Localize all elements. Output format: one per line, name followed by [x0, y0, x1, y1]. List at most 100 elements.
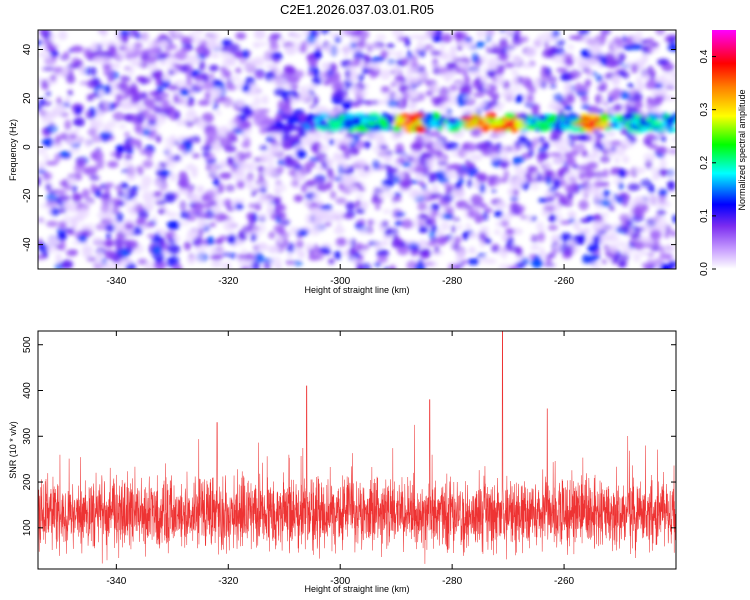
heatmap-cell	[112, 63, 121, 69]
heatmap-cell	[235, 161, 249, 169]
heatmap-cell	[198, 60, 206, 71]
heatmap-cell	[437, 161, 449, 166]
heatmap-cell	[311, 195, 319, 201]
heatmap-cell	[38, 169, 47, 174]
heatmap-cell	[650, 70, 657, 78]
heatmap-cell	[197, 100, 211, 106]
heatmap-cell	[500, 219, 510, 228]
heatmap-cell	[188, 108, 195, 117]
heatmap-cell	[211, 52, 219, 59]
heatmap-cell	[273, 224, 285, 233]
heatmap-cell	[538, 147, 548, 154]
heatmap-cell	[123, 218, 135, 226]
heatmap-cell	[605, 57, 619, 69]
heatmap-cell	[470, 194, 484, 206]
heatmap-cell	[595, 134, 602, 145]
heatmap-cell	[225, 130, 234, 140]
heatmap-cell	[540, 168, 547, 179]
heatmap-cell	[537, 232, 545, 243]
heatmap-cell	[231, 126, 237, 134]
heatmap-cell	[209, 163, 219, 174]
heatmap-cell	[159, 237, 166, 247]
heatmap-cell	[299, 44, 307, 54]
heatmap-cell	[643, 152, 656, 163]
heatmap-cell	[445, 141, 459, 150]
heatmap-cell	[382, 209, 391, 214]
heatmap-cell	[407, 242, 420, 251]
heatmap-cell	[364, 100, 373, 106]
heatmap-cell	[430, 192, 442, 200]
heatmap-cell	[672, 214, 676, 224]
heatmap-cell	[100, 203, 111, 214]
heatmap-cell	[618, 168, 626, 179]
heatmap-cell	[387, 99, 399, 108]
heatmap-cell	[615, 146, 626, 157]
heatmap-cell	[129, 86, 139, 97]
heatmap-cell	[456, 45, 463, 51]
snr-x-tick-label: -300	[330, 576, 350, 587]
heatmap-cell	[469, 232, 477, 239]
heatmap-cell	[254, 200, 264, 205]
heatmap-cell	[665, 243, 676, 251]
heatmap-cell	[632, 196, 645, 206]
heatmap-cell	[503, 45, 516, 51]
heatmap-cell	[644, 159, 653, 170]
snr-panel: -340 -320 -300 -280 -260 100 200 300 400 500 Hei…	[8, 330, 677, 594]
heatmap-cell	[517, 36, 529, 43]
heatmap-cell	[174, 63, 183, 70]
heatmap-cell	[198, 218, 204, 225]
heatmap-cell	[249, 103, 256, 109]
heatmap-cell	[502, 89, 515, 100]
heatmap-cell	[307, 54, 314, 61]
heatmap-cell	[119, 75, 131, 83]
heatmap-cell	[655, 30, 666, 36]
heatmap-cell	[476, 40, 485, 48]
heatmap-cell	[424, 219, 433, 226]
heatmap-cell	[161, 98, 170, 109]
heatmap-cell	[421, 33, 431, 41]
heatmap-cell	[438, 67, 450, 74]
heatmap-cell	[421, 252, 430, 259]
heatmap-cell	[555, 158, 562, 165]
heatmap-cell	[225, 184, 235, 192]
heatmap-cell	[194, 30, 204, 36]
heatmap-cell	[228, 252, 237, 260]
heatmap-cell	[218, 235, 229, 242]
heatmap-cell	[204, 91, 211, 101]
heatmap-cell	[312, 68, 321, 78]
heatmap-cell	[137, 184, 150, 192]
heatmap-cell	[294, 248, 302, 254]
heatmap-cell	[567, 43, 575, 51]
heatmap-cell	[578, 199, 589, 211]
heatmap-band-cell	[516, 115, 530, 120]
heatmap-cell	[101, 218, 112, 225]
heatmap-cell	[349, 185, 360, 192]
heatmap-cell	[96, 252, 103, 261]
heatmap-cell	[593, 171, 605, 179]
heatmap-cell	[420, 151, 433, 160]
heatmap-band-cell	[416, 120, 424, 126]
heatmap-cell	[141, 175, 153, 187]
heatmap-cell	[166, 159, 176, 169]
heatmap-cell	[272, 58, 280, 64]
heatmap-cell	[38, 243, 49, 253]
heatmap-cell	[233, 51, 246, 59]
heatmap-cell	[266, 157, 275, 162]
colorbar-tick-label: 0.0	[699, 262, 710, 276]
heatmap-cell	[266, 206, 273, 215]
heatmap-band-cell	[273, 123, 287, 128]
heatmap-cell	[376, 249, 390, 258]
heatmap-cell	[67, 89, 73, 96]
heatmap-cell	[555, 39, 566, 47]
heatmap-band-cell	[538, 123, 552, 132]
heatmap-cell	[254, 188, 261, 193]
heatmap-cell	[620, 91, 631, 100]
heatmap-cell	[41, 137, 55, 148]
heatmap-cell	[54, 135, 61, 145]
heatmap-cell	[230, 75, 241, 82]
heatmap-band-cell	[284, 114, 299, 120]
heatmap-cell	[130, 94, 140, 105]
heatmap-cell	[484, 238, 492, 244]
heatmap-band-cell	[368, 116, 380, 122]
heatmap-cell	[531, 257, 543, 269]
